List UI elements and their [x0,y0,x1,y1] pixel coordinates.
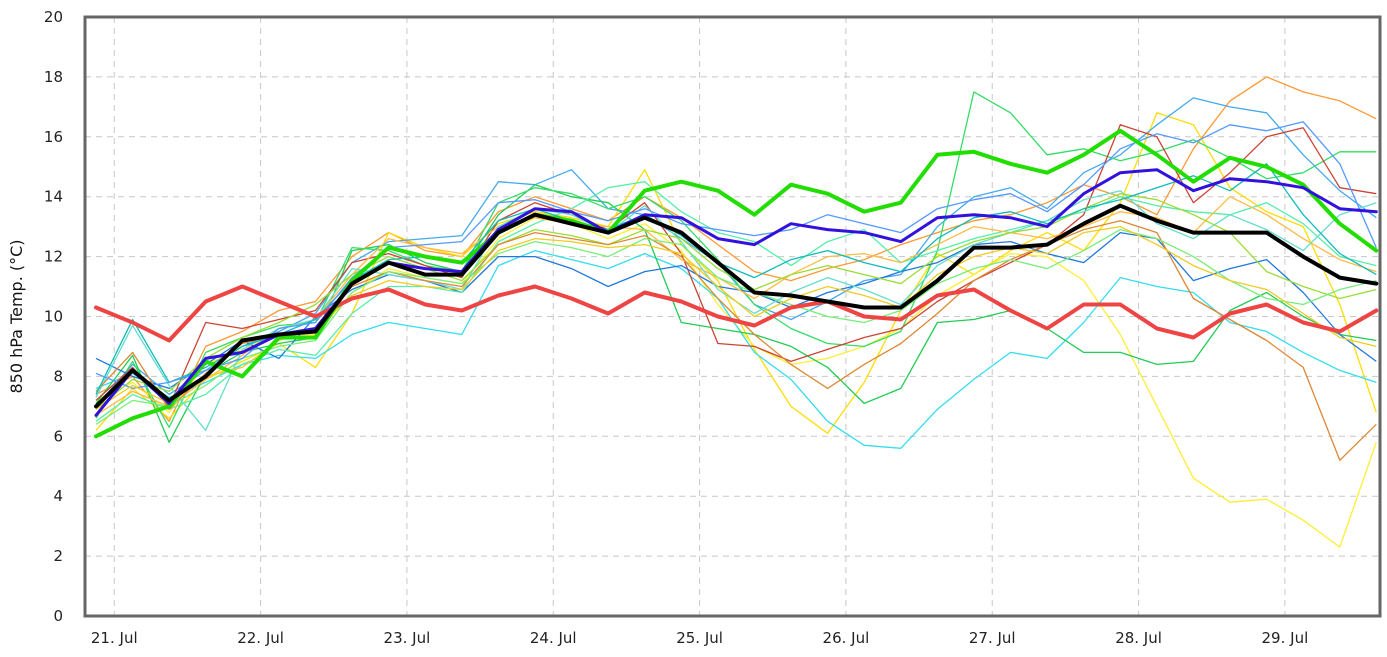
y-tick-label: 0 [53,607,63,625]
y-tick-label: 12 [44,248,63,266]
y-tick-label: 10 [44,308,63,326]
plot-frame [83,15,1382,618]
highlighted-series [94,128,1379,439]
main-series-line [94,203,1379,409]
x-tick-label: 24. Jul [530,629,577,647]
y-tick-label: 14 [44,188,63,206]
main-series-line [94,128,1379,439]
x-axis-ticks: 21. Jul 22. Jul 23. Jul 24. Jul 25. Jul 26. J… [91,629,1308,647]
x-tick-label: 26. Jul [823,629,870,647]
x-tick-label: 28. Jul [1115,629,1162,647]
x-tick-label: 29. Jul [1262,629,1309,647]
y-tick-label: 18 [44,68,63,86]
y-tick-label: 4 [53,487,63,505]
member-line [95,97,1377,407]
main-series-line [94,168,1378,417]
grid-lines [85,17,1380,616]
member-line [95,76,1377,422]
member-line [95,124,1377,408]
x-tick-label: 27. Jul [969,629,1016,647]
main-series-line [94,284,1379,343]
member-line [95,228,1377,425]
member-line [95,181,1377,422]
x-tick-label: 25. Jul [676,629,723,647]
y-tick-label: 20 [44,8,63,26]
y-axis-ticks: 0 2 4 6 8 10 12 14 16 18 20 [44,8,63,625]
member-line [95,190,1377,431]
ensemble-members [95,76,1377,548]
member-line [95,163,1377,395]
y-tick-label: 6 [53,427,63,445]
member-line [95,217,1377,548]
member-line [95,231,1377,390]
y-tick-label: 8 [53,367,63,385]
x-tick-label: 23. Jul [384,629,431,647]
y-tick-label: 2 [53,547,63,565]
x-tick-label: 21. Jul [91,629,138,647]
member-line [95,121,1377,390]
member-line [95,112,1377,434]
member-line [95,184,1377,443]
y-tick-label: 16 [44,128,63,146]
member-line [95,249,1377,449]
x-tick-label: 22. Jul [237,629,284,647]
y-axis-label: 850 hPa Temp. (°C) [7,239,26,393]
